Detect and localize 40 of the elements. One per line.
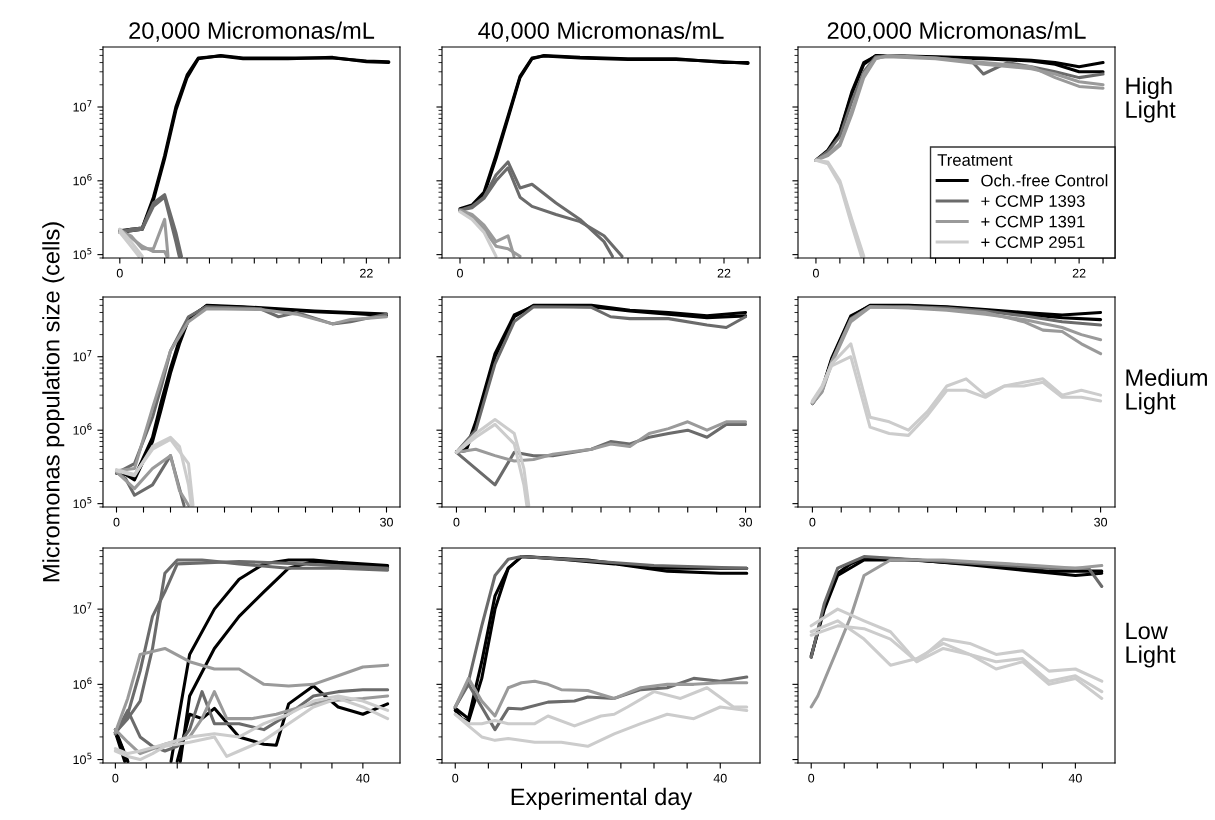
y-tick-label: 10$^{6}$ <box>73 173 92 186</box>
x-axis-title: Experimental day <box>511 787 693 810</box>
x-tick-label: 0 <box>457 268 463 278</box>
x-tick-label: 40 <box>713 773 727 783</box>
text: Low Light <box>1126 622 1176 668</box>
x-tick-label: 22 <box>1072 268 1086 278</box>
x-tick-label: 0 <box>808 773 815 783</box>
x-tick-label: 40 <box>356 773 370 783</box>
x-tick-label: 0 <box>812 268 819 278</box>
chart-title: 20,000 Micromonas/mL <box>129 21 375 42</box>
legend-label: + CCMP 2951 <box>981 236 1085 249</box>
x-tick-label: 30 <box>380 517 393 527</box>
x-tick-label: 0 <box>113 517 120 527</box>
legend-label: + CCMP 1393 <box>981 195 1085 207</box>
x-tick-label: 0 <box>452 773 459 783</box>
y-tick-label: 10$^{7}$ <box>73 350 92 362</box>
y-tick-label: 10$^{5}$ <box>73 496 92 509</box>
legend-label: Och.-free Control <box>981 174 1108 187</box>
x-tick-label: 22 <box>717 268 731 278</box>
x-tick-label: 0 <box>809 517 816 527</box>
chart-title: 200,000 Micromonas/mL <box>827 21 1086 42</box>
y-tick-label: 10$^{7}$ <box>73 100 92 112</box>
text: Medium Light <box>1126 368 1207 415</box>
y-tick-label: 10$^{5}$ <box>73 247 92 260</box>
legend-label: + CCMP 1391 <box>981 215 1085 228</box>
x-tick-label: 30 <box>739 517 753 527</box>
legend-title: Treatment <box>937 154 1013 166</box>
chart-title: 40,000 Micromonas/mL <box>478 21 724 42</box>
text: High Light <box>1126 76 1176 123</box>
x-tick-label: 0 <box>116 268 123 278</box>
x-tick-label: 30 <box>1094 517 1108 527</box>
y-tick-label: 10$^{7}$ <box>73 602 92 614</box>
x-tick-label: 0 <box>453 517 460 527</box>
x-tick-label: 0 <box>112 773 119 783</box>
x-tick-label: 22 <box>360 268 373 278</box>
y-tick-label: 10$^{6}$ <box>73 677 92 689</box>
x-tick-label: 40 <box>1068 773 1082 783</box>
y-tick-label: 10$^{5}$ <box>73 752 92 765</box>
y-axis-title: Micromonas population size (cells) <box>42 222 65 582</box>
y-tick-label: 10$^{6}$ <box>73 423 92 435</box>
